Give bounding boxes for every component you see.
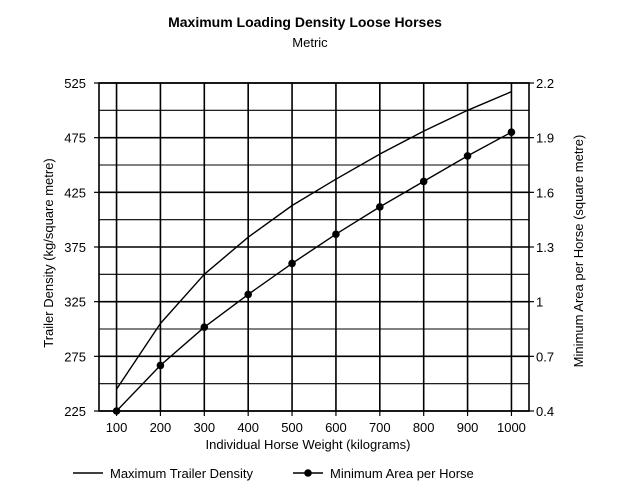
data-point-min-area-per-horse [507, 128, 516, 136]
data-point-min-area-per-horse [332, 230, 340, 239]
grid [98, 82, 530, 412]
y-left-tick-label: 425 [64, 185, 86, 200]
y-right-tick-label: 2.2 [536, 76, 554, 91]
x-tick-label: 700 [369, 420, 391, 435]
data-point-min-area-per-horse [200, 323, 209, 331]
x-axis-label: Individual Horse Weight (kilograms) [206, 437, 411, 452]
y-left-tick-label: 275 [64, 349, 86, 364]
chart-subtitle: Metric [292, 35, 328, 50]
x-tick-label: 200 [150, 420, 172, 435]
x-tick-label: 400 [237, 420, 259, 435]
legend-label-min-area: Minimum Area per Horse [330, 466, 474, 481]
data-point-min-area-per-horse [244, 290, 252, 299]
data-point-min-area-per-horse [376, 203, 384, 211]
chart-title: Maximum Loading Density Loose Horses [168, 14, 442, 30]
y-axis-label-right: Minimum Area per Horse (square metre) [571, 135, 586, 368]
y-left-tick-label: 525 [64, 76, 86, 91]
x-tick-label: 800 [413, 420, 435, 435]
y-axis-label-left: Trailer Density (kg/square metre) [41, 158, 56, 348]
series-line-min-area-per-horse [116, 131, 512, 412]
legend-marker-min-area [304, 469, 312, 477]
x-tick-label: 300 [193, 420, 215, 435]
data-point-min-area-per-horse [156, 361, 165, 370]
series-line-max-trailer-density [116, 91, 512, 390]
tick-labels: 225 275 325 375 425 475 525 0.4 0.7 1 1.3 1.6 1.9 2.2… [64, 76, 554, 435]
data-point-min-area-per-horse [112, 407, 121, 415]
y-right-tick-label: 0.7 [536, 349, 554, 364]
data-point-min-area-per-horse [288, 259, 296, 268]
y-left-tick-label: 325 [64, 295, 86, 310]
data-point-min-area-per-horse [419, 177, 428, 186]
y-left-tick-label: 375 [64, 240, 86, 255]
series-group [112, 91, 516, 415]
y-right-tick-label: 1.3 [536, 240, 554, 255]
x-tick-label: 1000 [497, 420, 526, 435]
y-right-tick-label: 1.9 [536, 131, 554, 146]
legend-label-max-density: Maximum Trailer Density [110, 466, 254, 481]
x-tick-label: 600 [325, 420, 347, 435]
legend: Maximum Trailer Density Minimum Area per… [73, 466, 474, 481]
data-point-min-area-per-horse [463, 152, 472, 160]
y-right-tick-label: 1.6 [536, 185, 554, 200]
y-left-tick-label: 225 [64, 404, 86, 419]
x-tick-label: 500 [281, 420, 303, 435]
y-right-tick-label: 1 [536, 295, 543, 310]
y-left-tick-label: 475 [64, 131, 86, 146]
x-tick-label: 100 [106, 420, 128, 435]
y-right-tick-label: 0.4 [536, 404, 554, 419]
x-tick-label: 900 [457, 420, 479, 435]
